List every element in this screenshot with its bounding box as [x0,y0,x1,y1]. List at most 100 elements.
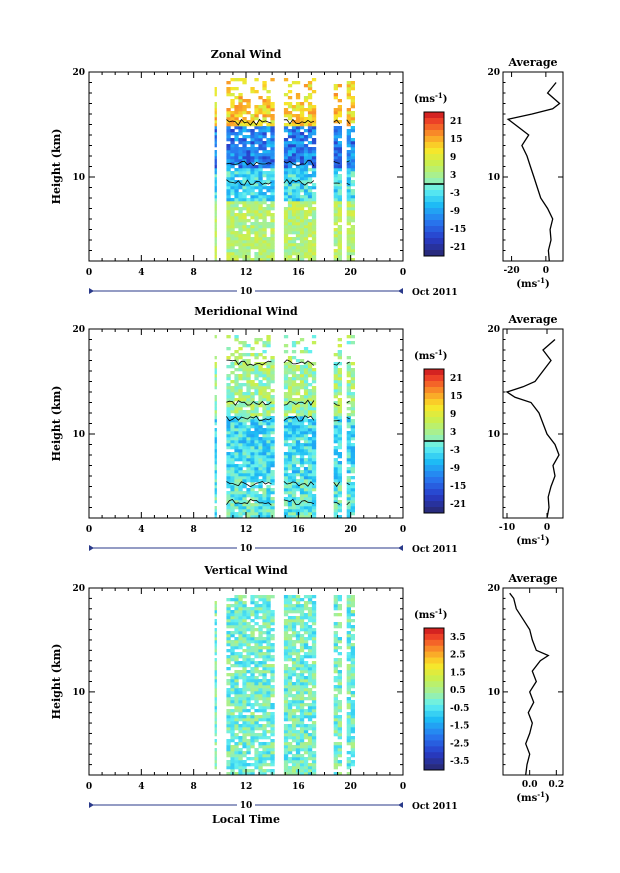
heatmap-cell [295,763,301,767]
heatmap-cell [337,168,342,172]
heatmap-cell [337,377,342,381]
day-label: 10 [240,287,253,297]
heatmap-cell [303,727,309,731]
heatmap-cell [295,473,301,477]
heatmap-cell [346,171,351,175]
heatmap-cell [303,476,309,480]
heatmap-cell [262,703,267,707]
heatmap-cell [234,368,239,372]
heatmap-cell [291,467,297,471]
heatmap-cell [250,512,255,516]
heatmap-cell [258,231,263,235]
heatmap-cell [295,721,301,725]
x-tick-label: 4 [138,525,144,535]
heatmap-cell [246,473,251,477]
heatmap-cell [254,676,259,680]
heatmap-cell [311,138,317,142]
heatmap-cell [303,760,309,764]
heatmap-cell [350,628,355,632]
heatmap-cell [291,730,297,734]
heatmap-cell [238,467,243,471]
heatmap-cell [242,144,247,148]
heatmap-cell [250,114,255,118]
heatmap-cell [299,255,305,259]
heatmap-cell [250,724,255,728]
heatmap-cell [266,129,271,133]
heatmap-cell [230,691,235,695]
heatmap-cell [311,607,317,611]
heatmap-cell [287,114,293,118]
heatmap-cell [250,685,255,689]
heatmap-cell [270,102,275,106]
heatmap-cell [262,383,267,387]
heatmap-cell [258,643,263,647]
heatmap-cell [350,171,355,175]
heatmap-cell [258,398,263,402]
profile-y-tick-label: 10 [487,430,500,440]
heatmap-cell [262,754,267,758]
heatmap-cell [307,715,313,719]
heatmap-cell [242,691,247,695]
heatmap-cell [214,491,217,495]
heatmap-cell [266,757,271,761]
heatmap-cell [238,374,243,378]
heatmap-cell [266,174,271,178]
heatmap-cell [242,201,247,205]
heatmap-cell [258,766,263,770]
heatmap-cell [291,344,297,348]
heatmap-cell [346,601,351,605]
heatmap-cell [346,482,351,486]
heatmap-cell [254,700,259,704]
heatmap-cell [307,401,313,405]
heatmap-cell [266,425,271,429]
heatmap-cell [303,473,309,477]
heatmap-cell [350,335,355,339]
heatmap-cell [226,631,231,635]
heatmap-cell [254,709,259,713]
heatmap-cell [262,458,267,462]
profile-unit-exp: -1 [537,276,545,285]
heatmap-cell [295,673,301,677]
heatmap-cell [250,455,255,459]
heatmap-cell [295,601,301,605]
heatmap-cell [254,198,259,202]
heatmap-cell [230,380,235,384]
heatmap-cell [299,446,305,450]
heatmap-cell [333,374,338,378]
heatmap-cell [230,416,235,420]
heatmap-cell [307,455,313,459]
heatmap-cell [254,715,259,719]
heatmap-cell [230,500,235,504]
heatmap-cell [254,497,259,501]
heatmap-cell [270,482,275,486]
heatmap-cell [291,640,297,644]
heatmap-cell [246,697,251,701]
heatmap-cell [230,234,235,238]
heatmap-cell [234,631,239,635]
heatmap-cell [238,655,243,659]
heatmap-cell [270,479,275,483]
heatmap-cell [254,739,259,743]
heatmap-cell [283,745,289,749]
heatmap-cell [350,604,355,608]
heatmap-cell [258,745,263,749]
heatmap-cell [333,506,338,510]
heatmap-cell [242,709,247,713]
heatmap-cell [258,503,263,507]
heatmap-cell [214,691,217,695]
heatmap-cell [303,715,309,719]
heatmap-cell [350,500,355,504]
heatmap-cell [242,353,247,357]
heatmap-cell [258,437,263,441]
heatmap-cell [333,634,338,638]
contour-line [226,179,272,186]
heatmap-cell [346,706,351,710]
heatmap-cell [226,491,231,495]
heatmap-cell [311,467,317,471]
heatmap-cell [254,222,259,226]
heatmap-cell [246,129,251,133]
heatmap-cell [242,243,247,247]
heatmap-cell [266,395,271,399]
heatmap-cell [346,652,351,656]
